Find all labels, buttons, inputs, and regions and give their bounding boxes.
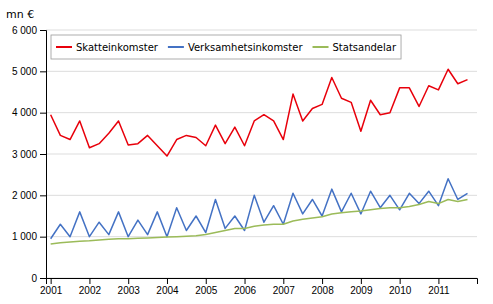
tick: 2010 — [389, 278, 412, 296]
chart: 2001 2002 2003 2004 2005 2006 2007 2008 2009 2010… — [0, 0, 493, 304]
tick-mark — [40, 195, 46, 196]
tick: 6 000 — [12, 25, 46, 36]
legend-label: Statsandelar — [333, 42, 397, 53]
grid-line — [46, 112, 477, 113]
tick: 4 000 — [12, 107, 46, 118]
grid — [46, 30, 477, 278]
tick: 0 — [31, 273, 46, 284]
tick-mark — [167, 278, 168, 284]
tick-mark — [40, 278, 46, 279]
tick-mark — [128, 278, 129, 284]
legend-swatch — [313, 46, 329, 48]
axis-line — [47, 279, 478, 285]
tick-label: 0 — [31, 273, 37, 284]
marks — [51, 69, 468, 244]
legend-item: Skatteinkomster — [56, 42, 159, 53]
plot-area: 2001 2002 2003 2004 2005 2006 2007 2008 2009 2010… — [12, 25, 478, 296]
tick: 2 000 — [12, 190, 46, 201]
axis-line — [40, 31, 47, 279]
tick-label: 3 000 — [12, 149, 37, 160]
tick-label: 2008 — [311, 285, 334, 296]
tick: 2011 — [428, 278, 450, 296]
tick-label: 1 000 — [12, 231, 37, 242]
series-line — [51, 179, 468, 239]
legend-label: Verksamhetsinkomster — [188, 42, 304, 53]
legend: Skatteinkomster Verksamhetsinkomster Stats… — [51, 35, 401, 59]
tick: 3 000 — [12, 149, 46, 160]
tick-mark — [40, 113, 46, 114]
tick-label: 2009 — [350, 285, 373, 296]
tick: 2005 — [195, 278, 218, 296]
legend-swatch — [168, 46, 184, 48]
tick-label: 2004 — [156, 285, 179, 296]
tick: 2001 — [40, 278, 63, 296]
tick-label: 4 000 — [12, 107, 37, 118]
legend-label: Skatteinkomster — [76, 42, 159, 53]
series-line — [51, 69, 468, 156]
tick-label: 2006 — [234, 285, 257, 296]
tick: 2003 — [118, 278, 141, 296]
legend-item: Verksamhetsinkomster — [168, 42, 304, 53]
legend-item: Statsandelar — [313, 42, 397, 53]
tick-mark — [40, 237, 46, 238]
tick: 1 000 — [12, 231, 46, 242]
grid-line — [46, 71, 477, 72]
tick: 5 000 — [12, 66, 46, 77]
y-axis: 0 1 000 2 000 3 000 4 000 5 000 6 000 — [12, 25, 47, 284]
tick-label: 2005 — [195, 285, 218, 296]
grid-line — [46, 30, 477, 31]
tick: 2006 — [234, 278, 257, 296]
tick-mark — [438, 278, 439, 284]
tick-mark — [245, 278, 246, 284]
tick-mark — [40, 30, 46, 31]
tick-label: 2011 — [428, 285, 450, 296]
tick-label: 2010 — [389, 285, 412, 296]
tick-label: 2002 — [79, 285, 102, 296]
tick-mark — [40, 154, 46, 155]
tick: 2008 — [311, 278, 334, 296]
tick-label: 5 000 — [12, 66, 37, 77]
tick-mark — [40, 71, 46, 72]
tick-mark — [51, 278, 52, 284]
tick-mark — [89, 278, 90, 284]
tick-mark — [322, 278, 323, 284]
tick-label: 2 000 — [12, 190, 37, 201]
legend-box — [51, 35, 401, 59]
legend-swatch — [56, 46, 72, 48]
series-line — [51, 199, 468, 244]
tick-label: 2003 — [118, 285, 141, 296]
y-axis-label: mn € — [6, 8, 34, 21]
grid-line — [46, 236, 477, 237]
tick: 2004 — [156, 278, 179, 296]
tick-mark — [206, 278, 207, 284]
tick-label: 2007 — [273, 285, 296, 296]
tick-label: 2001 — [40, 285, 63, 296]
tick-mark — [400, 278, 401, 284]
tick-label: 6 000 — [12, 25, 37, 36]
tick-mark — [361, 278, 362, 284]
grid-line — [46, 154, 477, 155]
x-axis: 2001 2002 2003 2004 2005 2006 2007 2008 2009 2010… — [40, 278, 477, 296]
tick: 2009 — [350, 278, 373, 296]
tick-mark — [283, 278, 284, 284]
tick: 2002 — [79, 278, 102, 296]
tick: 2007 — [273, 278, 296, 296]
